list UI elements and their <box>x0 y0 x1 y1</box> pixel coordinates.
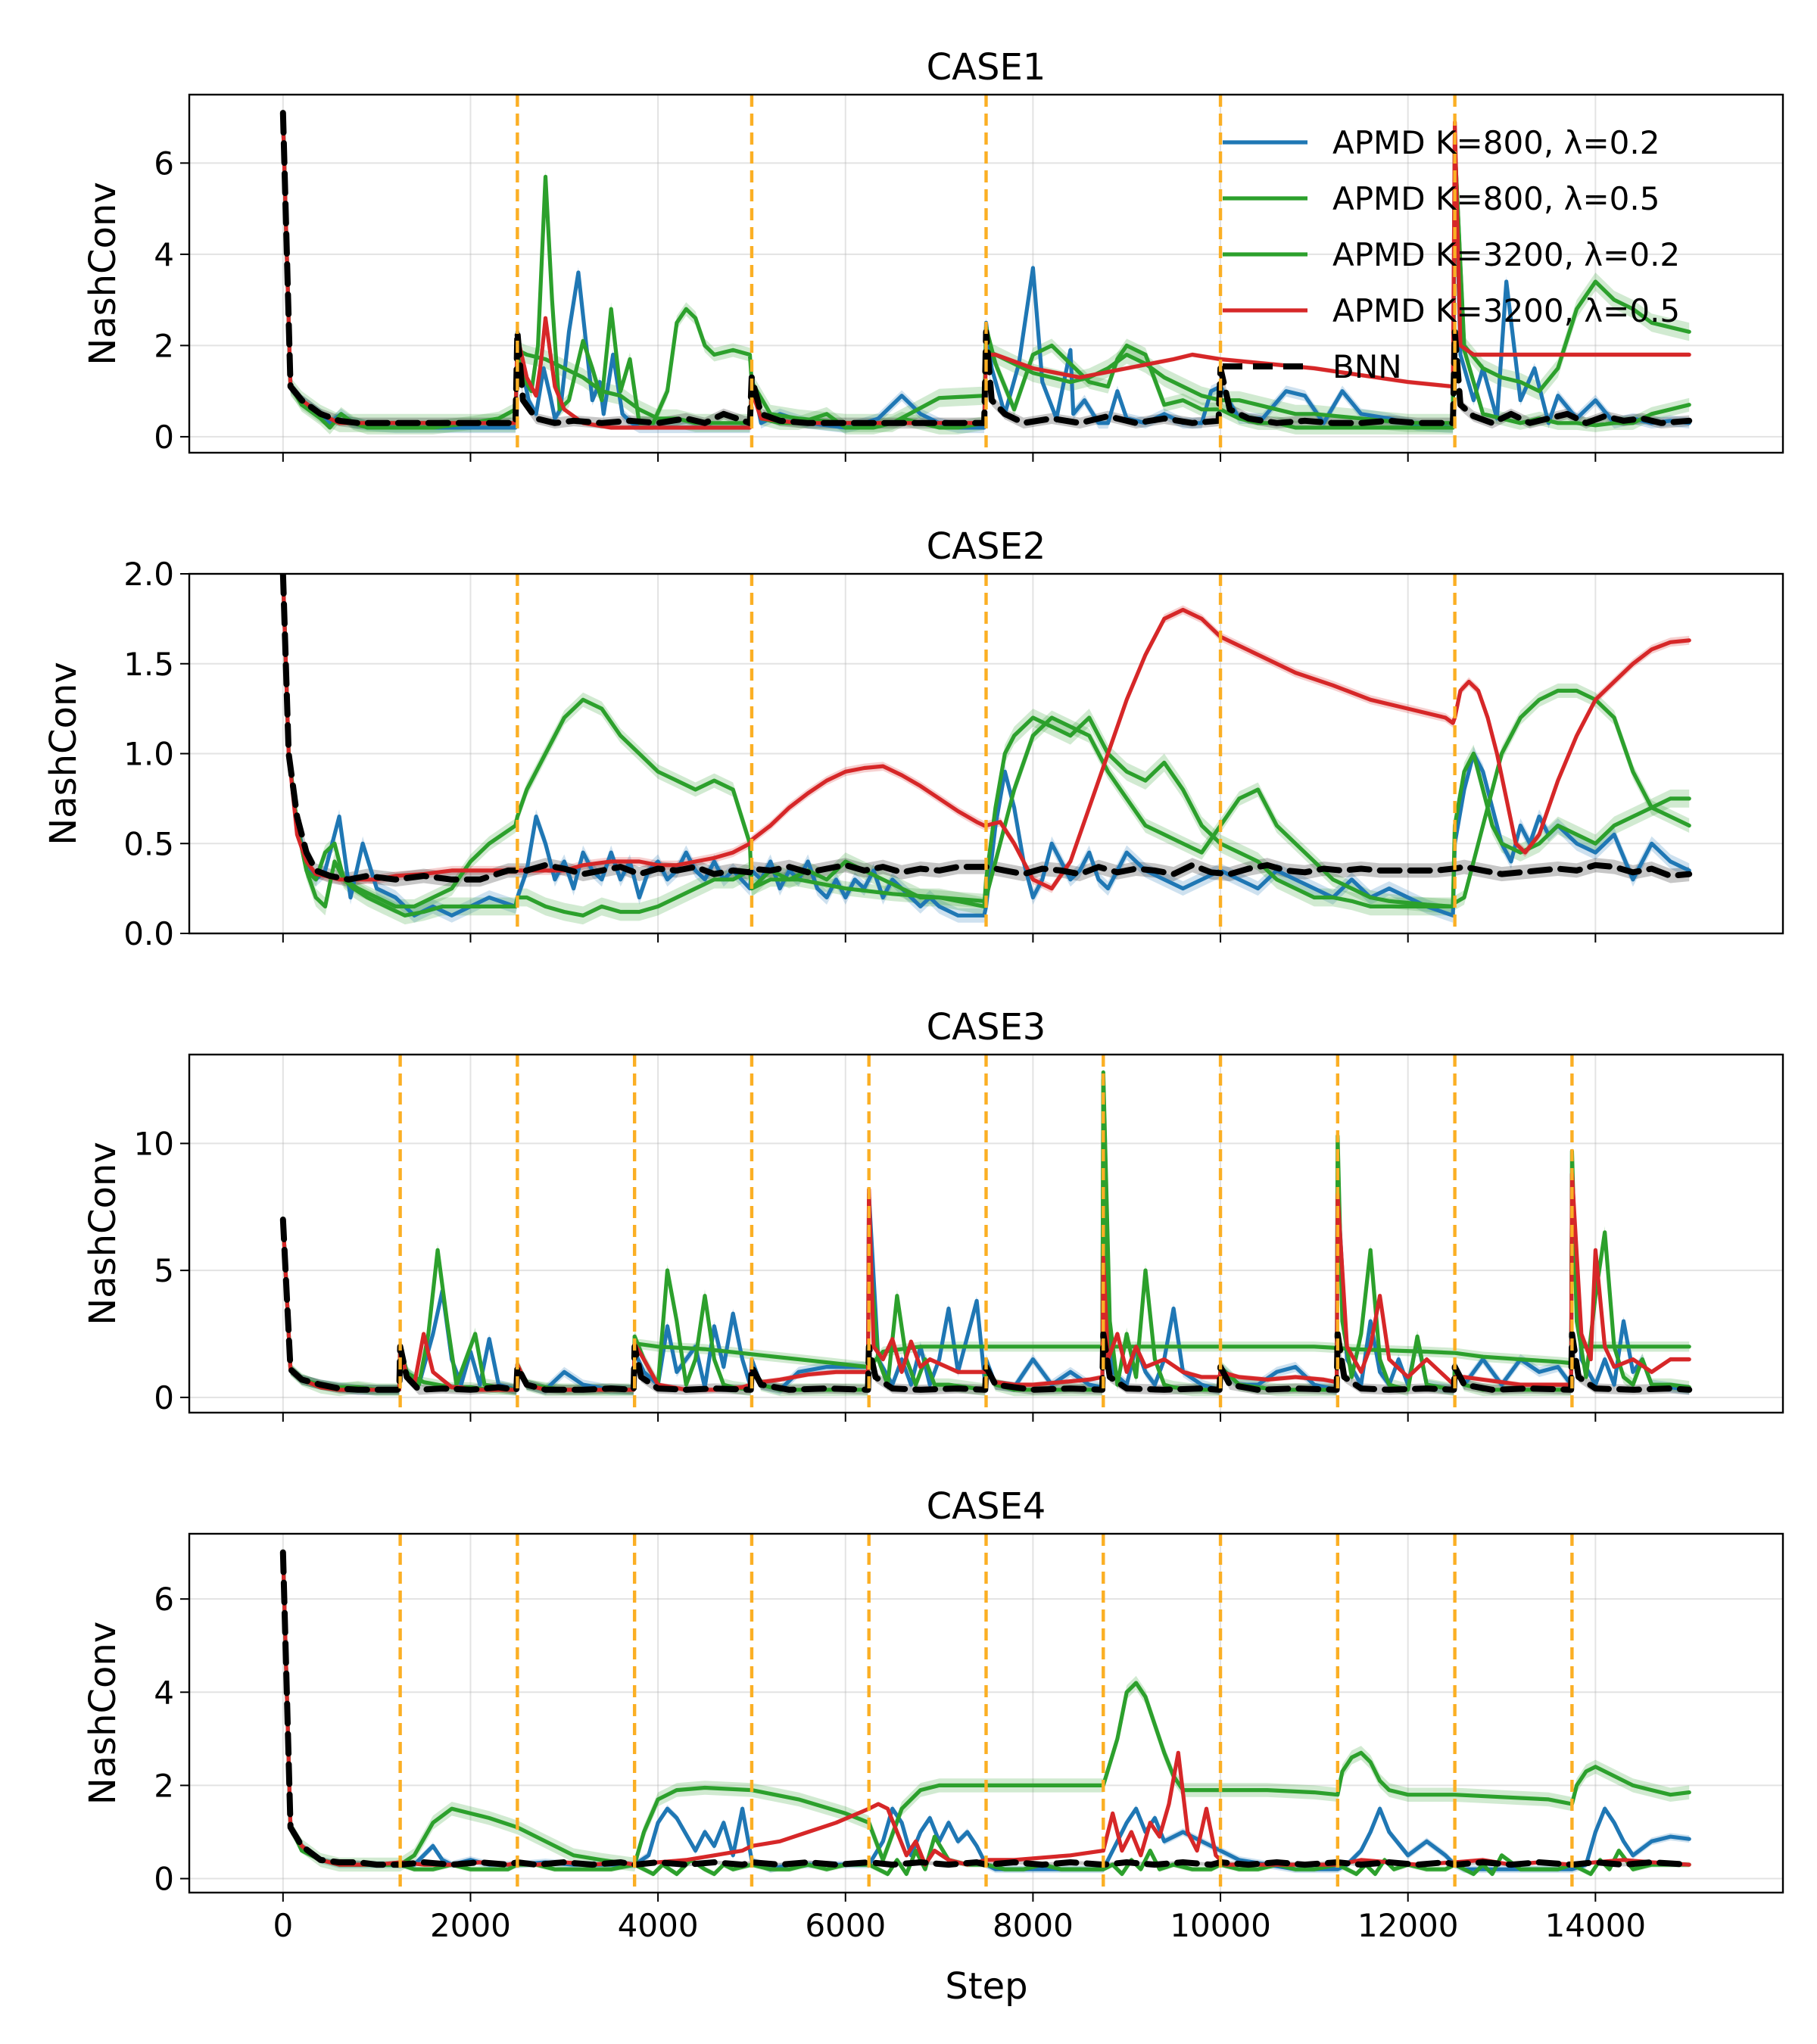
x-tick-label: 14000 <box>1545 1907 1647 1944</box>
y-axis-label: NashConv <box>82 182 124 365</box>
legend-label: APMD K=3200, λ=0.2 <box>1332 236 1680 273</box>
x-tick-label: 12000 <box>1357 1907 1459 1944</box>
x-tick-label: 8000 <box>993 1907 1074 1944</box>
y-tick-label: 6 <box>154 145 174 182</box>
series-group <box>279 1055 1693 1413</box>
legend-label: APMD K=800, λ=0.2 <box>1332 124 1660 161</box>
plot-frame <box>188 93 1784 454</box>
x-axis-label: Step <box>945 1965 1027 2008</box>
series-line-apmd-k-3200-0-2 <box>281 115 1691 425</box>
series-line-bnn <box>279 1549 1693 1868</box>
panel-title: CASE2 <box>927 525 1046 568</box>
y-tick-label: 1.5 <box>123 646 174 683</box>
legend-label: APMD K=800, λ=0.5 <box>1332 180 1660 217</box>
panel-case4: 0 2 4 6 0 2000 4000 6000 8000 10000 12000 14000 CASE… <box>82 1485 1784 1944</box>
y-axis-label: NashConv <box>42 662 85 845</box>
series-group <box>279 95 1693 453</box>
y-tick-label: 2 <box>154 327 174 364</box>
plot-frame <box>188 1532 1784 1894</box>
y-tick-label: 10 <box>134 1125 174 1162</box>
y-axis-label: NashConv <box>82 1142 124 1325</box>
y-tick-label: 0 <box>154 419 174 456</box>
y-tick-label: 2.0 <box>123 556 174 593</box>
panel-case3: 0 5 10 CASE3 NashConv <box>82 1006 1784 1422</box>
x-tick-label: 4000 <box>618 1907 699 1944</box>
series-line-bnn <box>279 1217 1693 1393</box>
panel-title: CASE1 <box>927 46 1046 89</box>
legend-label: BNN <box>1332 348 1402 385</box>
series-line-apmd-k-3200-0-2 <box>281 1077 1691 1392</box>
panel-title: CASE4 <box>927 1485 1046 1528</box>
y-tick-label: 1.0 <box>123 736 174 773</box>
y-tick-label: 4 <box>154 236 174 273</box>
legend-label: APMD K=3200, λ=0.5 <box>1332 292 1680 329</box>
panel-case2: 0.0 0.5 1.0 1.5 2.0 CASE2 NashConv <box>42 525 1784 952</box>
series-group <box>279 574 1693 933</box>
series-line-apmd-k-3200-0-2 <box>281 1550 1691 1867</box>
y-tick-label: 6 <box>154 1581 174 1618</box>
y-tick-label: 0 <box>154 1379 174 1416</box>
series-line-bnn <box>279 110 1693 426</box>
y-tick-label: 4 <box>154 1674 174 1711</box>
panel-title: CASE3 <box>927 1006 1046 1048</box>
y-tick-label: 0.0 <box>123 915 174 952</box>
x-tick-label: 0 <box>273 1907 293 1944</box>
series-line-apmd-k-800-0-5 <box>281 574 1691 918</box>
y-tick-label: 5 <box>154 1252 174 1289</box>
x-tick-label: 2000 <box>430 1907 511 1944</box>
x-tick-label: 6000 <box>805 1907 886 1944</box>
series-group <box>279 1534 1693 1893</box>
y-axis-label: NashConv <box>82 1622 124 1805</box>
y-tick-label: 0 <box>154 1861 174 1898</box>
y-tick-label: 0.5 <box>123 825 174 862</box>
legend: APMD K=800, λ=0.2 APMD K=800, λ=0.5 APMD K… <box>1223 124 1680 385</box>
plot-frame <box>188 1053 1784 1414</box>
y-tick-label: 2 <box>154 1767 174 1804</box>
series-line-apmd-k-800-0-5 <box>281 1550 1691 1876</box>
x-tick-label: 10000 <box>1170 1907 1271 1944</box>
